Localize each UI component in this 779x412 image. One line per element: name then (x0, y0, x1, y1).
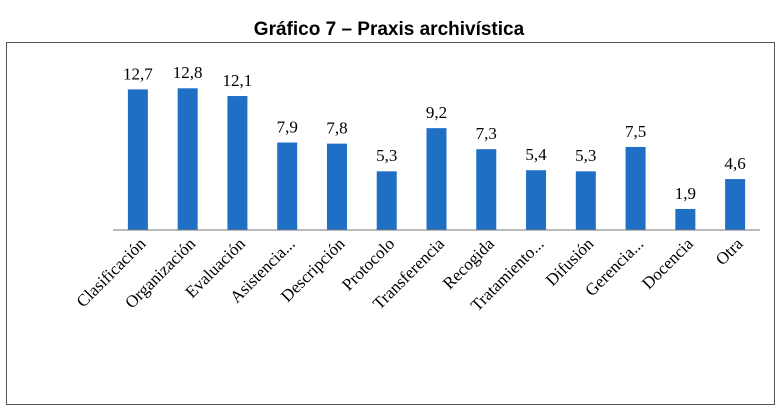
bar (426, 128, 447, 230)
value-label: 4,6 (724, 154, 745, 173)
value-label: 7,9 (277, 117, 298, 136)
chart-frame (6, 42, 775, 405)
bar (177, 88, 198, 231)
bar (326, 143, 347, 230)
value-label: 7,3 (476, 124, 497, 143)
bar (675, 208, 696, 230)
x-tick-label: Otra (712, 234, 747, 269)
value-label: 12,8 (173, 63, 203, 82)
bar (725, 179, 746, 230)
x-tick-label: Docencia (638, 234, 697, 293)
value-label: 5,3 (575, 146, 596, 165)
value-label: 5,4 (525, 145, 547, 164)
value-label: 5,3 (376, 146, 397, 165)
bar (277, 142, 298, 230)
value-label: 12,1 (223, 71, 253, 90)
value-label: 1,9 (675, 184, 696, 203)
value-label: 9,2 (426, 103, 447, 122)
bar (227, 96, 248, 231)
value-label: 7,8 (326, 119, 347, 138)
bar (526, 170, 547, 230)
bar (376, 171, 397, 230)
bar (575, 171, 596, 230)
bar (127, 89, 148, 231)
chart-title: Gráfico 7 – Praxis archivística (254, 19, 525, 40)
bar (476, 149, 497, 230)
value-label: 7,5 (625, 122, 646, 141)
bar (625, 146, 646, 230)
value-label: 12,7 (123, 64, 153, 83)
